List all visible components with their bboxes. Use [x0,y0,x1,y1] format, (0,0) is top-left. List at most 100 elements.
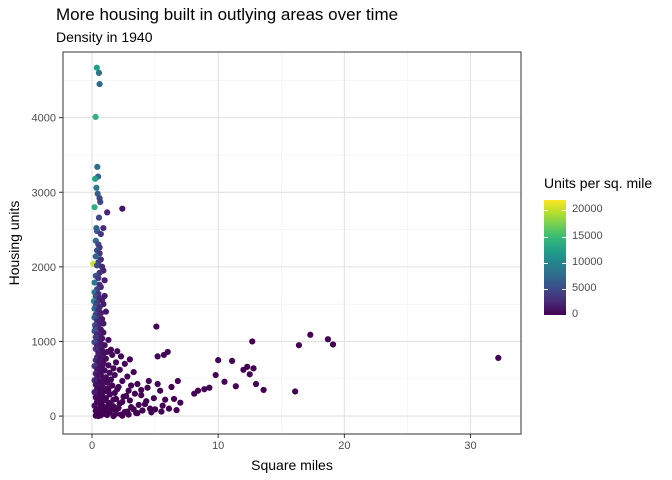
data-point [119,377,126,385]
data-point [139,407,146,414]
data-point [97,230,104,238]
data-point [97,198,104,206]
data-point [232,383,239,390]
data-point [109,404,116,411]
data-point [101,277,108,284]
data-point [164,348,171,356]
data-point [126,356,133,363]
data-point [114,386,121,393]
data-point [100,408,107,415]
legend-tick-mark [562,262,566,264]
data-point [104,379,111,386]
data-point [159,402,166,409]
data-point [130,368,137,376]
legend-tick-label: 20000 [572,203,603,216]
data-point [177,399,184,406]
data-point [105,362,112,369]
legend-tick-label: 0 [572,308,579,320]
data-point [173,407,180,414]
data-point [260,386,267,394]
legend-tick-mark [562,315,566,316]
data-point [295,342,303,349]
data-point [95,274,102,282]
data-point [119,398,126,406]
y-axis-ticks: 0 1000 2000 3000 4000 [32,113,63,423]
data-point [154,353,161,360]
data-point [105,336,112,344]
data-point [174,377,181,385]
legend-tick-mark [562,210,566,212]
data-point [110,412,117,420]
data-point [135,401,142,409]
y-tick-label: 4000 [32,113,56,125]
data-point [119,205,126,212]
data-point [125,387,132,394]
data-point [124,373,131,380]
data-point [162,396,169,403]
data-point [246,371,253,378]
data-point [307,331,314,338]
data-point [110,365,117,372]
data-point [101,342,108,349]
data-point [114,348,121,355]
data-point [215,357,222,364]
y-tick-label: 0 [50,411,56,423]
data-point [117,353,125,360]
data-point [249,338,256,345]
data-point [95,412,102,420]
data-point [158,408,165,415]
data-point [329,341,337,348]
data-point [131,390,139,397]
data-point [95,214,103,221]
legend-tick-mark [544,288,548,290]
legend-tick-label: 10000 [572,255,603,268]
color-legend: Units per sq. mile 0 5000 10000 15000 20000 [544,175,653,320]
data-point [112,359,120,366]
x-axis-title: Square miles [251,457,333,473]
data-point [292,388,299,395]
data-point [126,397,133,404]
x-tick-label: 20 [338,440,350,452]
data-point [324,336,332,343]
data-point [138,392,145,399]
data-point [95,69,103,76]
data-point [201,386,208,393]
data-point [228,357,236,364]
data-point [144,384,151,391]
data-point [102,308,109,315]
x-axis-ticks: 0 10 20 30 [89,434,477,452]
data-point [206,384,213,391]
data-point [150,395,157,402]
data-point [194,387,202,394]
legend-tick-mark [562,288,566,290]
data-point [116,366,123,373]
data-point [93,262,101,269]
legend-tick-mark [544,262,548,264]
major-gridlines [63,52,521,434]
data-point [91,279,98,286]
data-point [96,80,103,88]
legend-tick-label: 15000 [572,229,603,242]
legend-tick-label: 5000 [572,281,597,294]
x-tick-label: 0 [89,440,95,452]
legend-tick-mark [544,236,548,238]
data-point [138,386,145,394]
data-point [106,369,113,376]
data-point [128,382,135,389]
legend-tick-mark [562,236,566,238]
data-point [101,367,108,374]
x-tick-label: 10 [212,440,224,452]
data-point [92,253,99,260]
y-tick-label: 2000 [32,262,56,274]
data-point [141,401,149,408]
data-point [170,395,178,403]
legend-title: Units per sq. mile [544,175,653,191]
legend-colorbar [544,200,566,315]
data-point [134,380,141,388]
data-point [148,409,155,416]
data-point [92,175,99,182]
data-point [111,371,118,379]
data-point [112,395,120,403]
legend-tick-mark [544,315,548,316]
